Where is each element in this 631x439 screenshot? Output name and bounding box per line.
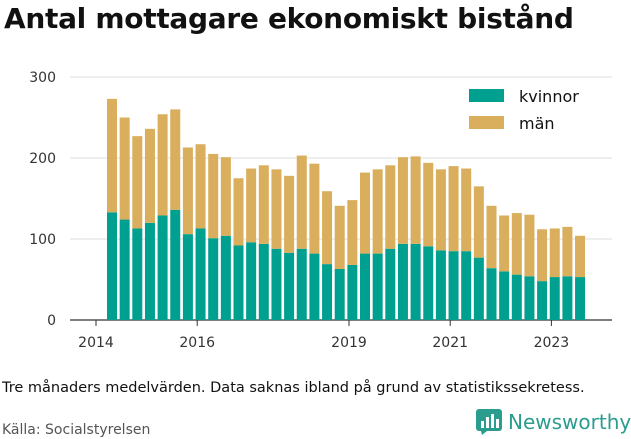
bar-kvinnor [334,268,345,320]
bar-kvinnor [397,243,408,320]
bar-man [397,157,408,244]
bar-kvinnor [347,264,358,320]
bar-kvinnor [220,235,231,320]
legend-swatch-kvinnor [469,89,504,102]
bar-kvinnor [473,257,484,320]
bar-kvinnor [410,243,421,320]
x-tick-label: 2023 [534,335,570,351]
bar-man [233,178,244,246]
bar-man [119,117,130,220]
y-tick-label: 200 [29,151,56,167]
bar-man [385,165,396,249]
bar-man [296,155,307,249]
bar-man [461,168,472,252]
bar-kvinnor [271,248,282,320]
bar-man [322,191,333,265]
bar-kvinnor [296,248,307,320]
bar-kvinnor [208,238,219,320]
chart-title: Antal mottagare ekonomiskt bistånd [4,2,574,35]
bar-kvinnor [360,253,370,320]
bar-kvinnor [562,276,573,320]
x-tick-label: 2021 [432,335,468,351]
bar-kvinnor [549,277,560,320]
bar-kvinnor [372,253,383,320]
y-tick-label: 300 [29,70,56,86]
bar-kvinnor [309,253,320,320]
bar-kvinnor [258,243,269,320]
bar-kvinnor [322,264,333,320]
logo-text: Newsworthy [508,410,631,434]
bar-man [372,169,383,254]
bar-kvinnor [107,212,117,320]
bar-man [258,165,269,244]
bar-man [208,153,219,239]
bar-kvinnor [284,252,295,320]
bar-man [486,205,497,269]
bar-man [170,109,181,210]
bar-man [435,169,446,251]
bar-man [157,114,168,216]
bar-man [334,205,345,269]
chart-caption: Tre månaders medelvärden. Data saknas ib… [2,380,585,396]
x-tick-label: 2014 [78,335,114,351]
bar-man [511,213,522,275]
y-tick-label: 0 [47,313,56,329]
bar-man [107,98,117,213]
bar-kvinnor [385,248,396,320]
bar-man [499,215,510,272]
bar-kvinnor [157,215,168,320]
bar-kvinnor [144,222,155,320]
bar-kvinnor [461,251,472,320]
bar-man [132,136,143,229]
legend-swatch-man [469,116,504,129]
bar-kvinnor [119,219,130,320]
bar-kvinnor [511,274,522,320]
bar-man [549,228,560,278]
bar-kvinnor [524,276,535,320]
bar-man [575,235,586,278]
bar-man [182,147,193,235]
bar-kvinnor [486,268,497,320]
bar-man [195,144,206,229]
bar-man [220,157,231,236]
bar-man [284,175,295,253]
bar-man [410,156,421,244]
logo-chart-icon [476,409,502,435]
bar-man [360,172,370,254]
bar-kvinnor [246,242,257,320]
newsworthy-logo: Newsworthy [476,409,631,435]
source-note: Källa: Socialstyrelsen [2,422,151,438]
bar-man [309,163,320,254]
y-tick-label: 100 [29,232,56,248]
x-tick-label: 2019 [331,335,367,351]
bar-man [524,214,535,277]
bar-kvinnor [435,250,446,320]
bar-man [271,169,282,249]
bar-man [144,128,155,223]
bar-man [448,166,459,252]
bar-kvinnor [132,228,143,320]
bar-man [473,186,484,258]
bar-kvinnor [499,271,510,320]
bar-man [562,226,573,277]
legend: kvinnor män [469,87,579,133]
bar-kvinnor [170,209,181,320]
bar-kvinnor [537,281,548,320]
bar-man [537,229,548,282]
legend-label-man: män [519,114,555,133]
bar-man [423,162,434,247]
bar-man [246,168,257,243]
x-tick-label: 2016 [179,335,215,351]
bar-kvinnor [575,277,586,320]
bar-kvinnor [448,251,459,320]
bar-man [347,200,358,265]
bar-kvinnor [195,228,206,320]
bar-kvinnor [423,246,434,320]
legend-label-kvinnor: kvinnor [519,87,579,106]
bar-chart: 0 100 200 300 2014 2016 2019 2021 2023 kvinnor … [29,70,612,351]
bar-kvinnor [233,245,244,320]
bar-kvinnor [182,234,193,320]
